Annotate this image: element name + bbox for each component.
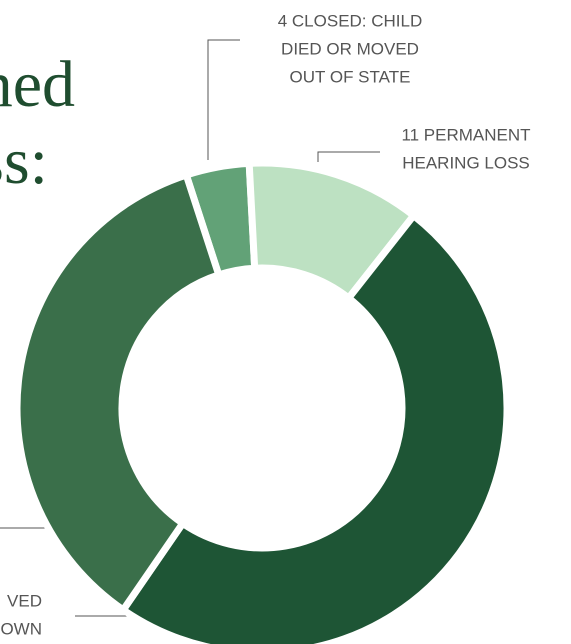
donut-segment bbox=[118, 210, 511, 644]
segment-label: 4 CLOSED: CHILD bbox=[278, 11, 423, 30]
segment-label: VED bbox=[7, 591, 42, 610]
segment-label: HEARING LOSS bbox=[402, 153, 530, 172]
title-fragment: ned bbox=[0, 48, 75, 121]
leaders bbox=[0, 39, 380, 617]
segment-label: OWN bbox=[0, 619, 42, 638]
title-fragment: ss: bbox=[0, 125, 48, 198]
segment-label: OUT OF STATE bbox=[290, 67, 411, 86]
segment-label: DIED OR MOVED bbox=[281, 39, 419, 58]
donut bbox=[13, 159, 511, 644]
segment-label: 11 PERMANENT bbox=[401, 125, 530, 144]
leader-line bbox=[317, 151, 380, 162]
leader-line bbox=[207, 39, 240, 160]
donut-segment bbox=[13, 170, 224, 615]
